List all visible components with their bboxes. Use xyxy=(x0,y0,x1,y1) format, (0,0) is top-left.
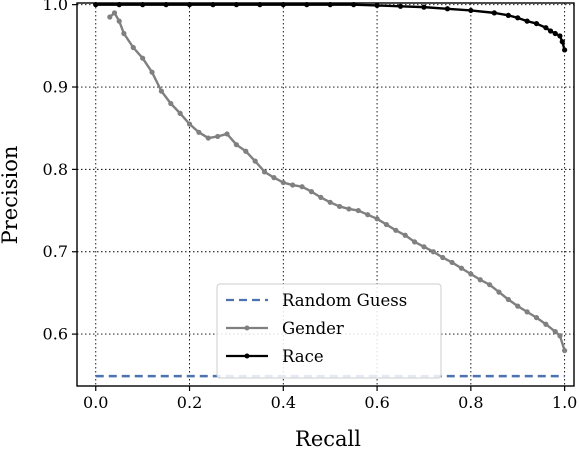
x-tick-label: 1.0 xyxy=(552,393,577,412)
data-point-race xyxy=(397,3,404,9)
data-point-race xyxy=(468,7,474,14)
y-tick-label: 0.6 xyxy=(43,325,68,344)
y-axis-ticks: 0.6 0.7 0.8 0.9 1.0 xyxy=(43,0,77,344)
data-point-race xyxy=(559,39,565,45)
legend-label-race: Race xyxy=(282,347,324,366)
data-point-gender xyxy=(261,169,268,175)
data-point-gender xyxy=(557,333,563,339)
data-point-race xyxy=(533,20,540,27)
legend-box xyxy=(216,283,442,379)
data-point-gender xyxy=(271,175,277,181)
data-point-gender xyxy=(515,303,521,309)
data-point-gender xyxy=(252,158,258,164)
data-point-gender xyxy=(299,184,305,190)
data-point-gender xyxy=(215,133,221,140)
data-point-gender xyxy=(121,30,127,37)
legend-label-random-guess: Random Guess xyxy=(282,291,407,310)
x-tick-label: 0.4 xyxy=(271,393,296,412)
data-point-gender xyxy=(411,239,418,245)
data-point-gender xyxy=(393,227,399,233)
data-point-gender xyxy=(402,232,408,238)
data-point-gender xyxy=(224,131,230,137)
data-point-gender xyxy=(168,100,174,107)
data-point-gender xyxy=(543,321,549,327)
data-point-gender xyxy=(177,110,183,116)
data-point-race xyxy=(562,47,568,53)
data-point-gender xyxy=(233,142,240,148)
legend-marker-race xyxy=(244,353,250,359)
data-point-gender xyxy=(468,271,474,277)
x-axis-title: Recall xyxy=(295,427,361,451)
data-point-gender xyxy=(374,216,380,222)
x-tick-label: 0.2 xyxy=(177,393,202,412)
data-point-gender xyxy=(355,207,361,214)
data-point-race xyxy=(543,25,549,31)
data-point-gender xyxy=(140,55,146,61)
data-point-gender xyxy=(524,309,530,315)
data-point-gender xyxy=(130,44,136,51)
data-point-race xyxy=(524,18,530,24)
data-point-gender xyxy=(158,88,164,94)
data-point-gender xyxy=(111,10,118,16)
legend: Random Guess Gender Race xyxy=(216,283,442,379)
data-point-gender xyxy=(440,254,446,261)
y-tick-label: 1.0 xyxy=(43,0,68,14)
x-axis-ticks: 0.0 0.2 0.4 0.6 0.8 1.0 xyxy=(83,386,577,412)
data-point-gender xyxy=(280,179,286,186)
data-point-gender xyxy=(449,259,455,266)
data-point-gender xyxy=(383,221,390,228)
data-point-race xyxy=(547,28,554,34)
y-tick-label: 0.8 xyxy=(43,160,68,179)
x-tick-label: 0.8 xyxy=(458,393,483,412)
data-point-gender xyxy=(327,199,333,205)
data-point-gender xyxy=(533,315,540,321)
data-point-gender xyxy=(336,203,343,210)
data-point-race xyxy=(557,33,563,39)
y-tick-label: 0.7 xyxy=(43,242,68,261)
data-point-gender xyxy=(505,296,511,303)
data-point-gender xyxy=(487,282,493,288)
data-point-race xyxy=(491,10,497,16)
data-point-gender xyxy=(107,14,113,20)
data-point-gender xyxy=(308,189,315,195)
series-line-race xyxy=(95,3,566,51)
data-point-gender xyxy=(186,121,193,127)
series-line-gender xyxy=(109,11,566,351)
data-point-gender xyxy=(116,18,122,24)
data-point-gender xyxy=(243,148,249,154)
data-point-gender xyxy=(205,135,211,141)
data-point-gender xyxy=(346,206,352,212)
data-point-race xyxy=(421,4,427,10)
y-tick-label: 0.9 xyxy=(43,78,68,97)
data-point-gender xyxy=(430,249,436,255)
data-point-gender xyxy=(477,277,483,283)
data-point-gender xyxy=(365,212,371,218)
data-point-gender xyxy=(496,289,502,295)
data-point-gender xyxy=(196,129,202,135)
data-point-gender xyxy=(149,69,155,75)
y-axis-title: Precision xyxy=(0,146,22,245)
data-point-race xyxy=(552,30,558,37)
legend-marker-gender xyxy=(244,325,250,331)
data-point-race xyxy=(505,12,511,18)
data-point-race xyxy=(444,6,451,12)
data-point-race xyxy=(374,2,380,9)
data-point-gender xyxy=(318,194,324,200)
data-point-gender xyxy=(458,265,465,271)
x-tick-label: 0.6 xyxy=(364,393,389,412)
legend-label-gender: Gender xyxy=(282,319,344,338)
data-point-gender xyxy=(552,329,558,335)
data-point-gender xyxy=(562,347,568,354)
data-point-gender xyxy=(290,182,296,188)
plot-area-frame xyxy=(76,2,575,387)
x-tick-label: 0.0 xyxy=(83,393,108,412)
data-point-race xyxy=(515,15,521,21)
data-point-gender xyxy=(421,244,427,250)
